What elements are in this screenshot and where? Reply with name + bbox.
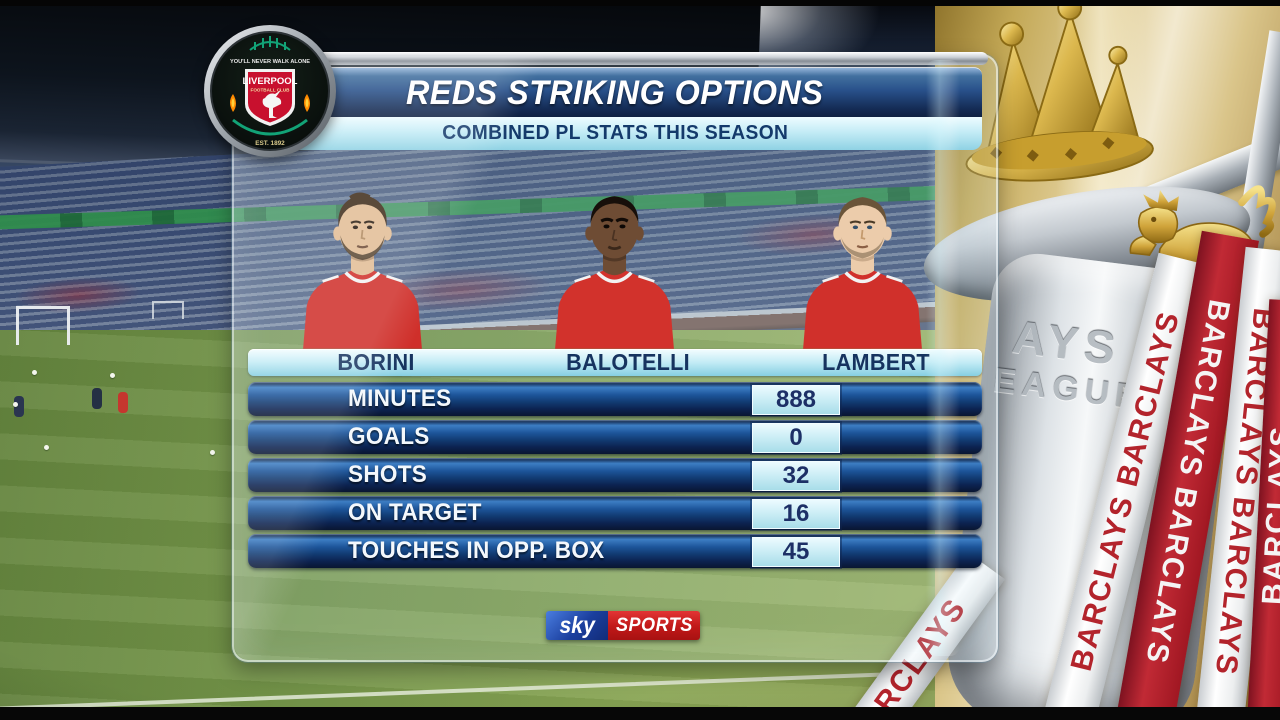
panel-subheader: COMBINED PL STATS THIS SEASON (248, 117, 982, 150)
stat-value: 16 (752, 499, 840, 529)
player-photo-lambert (803, 197, 922, 349)
stat-label: MINUTES (348, 382, 452, 416)
football (13, 402, 18, 407)
football (32, 370, 37, 375)
warmup-player (14, 396, 24, 417)
glass-reflection-streak (926, 60, 960, 656)
sports-logo-text: SPORTS (615, 614, 693, 636)
stat-row: SHOTS 32 (248, 458, 982, 492)
glass-diagonal-sheen (234, 56, 996, 660)
stat-value: 32 (752, 461, 840, 491)
player-names-band: BORINI BALOTELLI LAMBERT (248, 349, 982, 376)
player-name: BALOTELLI (566, 349, 690, 376)
stat-label: TOUCHES IN OPP. BOX (348, 534, 605, 568)
sky-logo-text: sky (559, 612, 595, 638)
stat-row: MINUTES 888 (248, 382, 982, 416)
stat-label: GOALS (348, 420, 430, 454)
player-photo-borini (303, 192, 422, 349)
panel-header: REDS STRIKING OPTIONS (248, 67, 982, 118)
sky-sports-logo: sky SPORTS (546, 611, 700, 640)
stat-value: 888 (752, 385, 840, 415)
stat-row: TOUCHES IN OPP. BOX 45 (248, 534, 982, 568)
player-photo-balotelli (555, 196, 674, 349)
crest-club-name: LIVERPOOL (243, 76, 298, 87)
player-name: LAMBERT (822, 349, 930, 376)
football (44, 445, 49, 450)
football (110, 373, 115, 378)
player-name: BORINI (337, 349, 414, 376)
stat-value: 45 (752, 537, 840, 567)
panel-title: REDS STRIKING OPTIONS (406, 74, 823, 113)
stats-panel: REDS STRIKING OPTIONS COMBINED PL STATS … (232, 52, 998, 662)
stat-row: GOALS 0 (248, 420, 982, 454)
stat-value: 0 (752, 423, 840, 453)
crest-motto: YOU'LL NEVER WALK ALONE (230, 59, 310, 65)
letterbox-bottom (0, 707, 1280, 720)
warmup-player (92, 388, 102, 409)
panel-silver-bar (240, 52, 988, 65)
letterbox-top (0, 0, 1280, 6)
warmup-player (118, 392, 128, 413)
ribbon-text: BARCLAYS (1256, 424, 1280, 606)
crest-est: EST. 1892 (255, 140, 285, 147)
stats-table: MINUTES 888 GOALS 0 SHOTS 32 ON TARGET 1… (248, 382, 982, 632)
stat-label: SHOTS (348, 458, 427, 492)
sky-logo-left: sky (546, 611, 608, 640)
trophy-crown (965, 0, 1154, 182)
liverpool-crest: YOU'LL NEVER WALK ALONE LIVERPOOL FOOTBA… (204, 25, 336, 157)
far-goal-frame (152, 301, 184, 319)
panel-subtitle: COMBINED PL STATS THIS SEASON (442, 122, 788, 145)
stat-row: ON TARGET 16 (248, 496, 982, 530)
crest-club-sub: FOOTBALL CLUB (251, 88, 291, 93)
football (210, 450, 215, 455)
sky-logo-right: SPORTS (608, 611, 700, 640)
stat-label: ON TARGET (348, 496, 482, 530)
goal-frame (16, 306, 70, 345)
